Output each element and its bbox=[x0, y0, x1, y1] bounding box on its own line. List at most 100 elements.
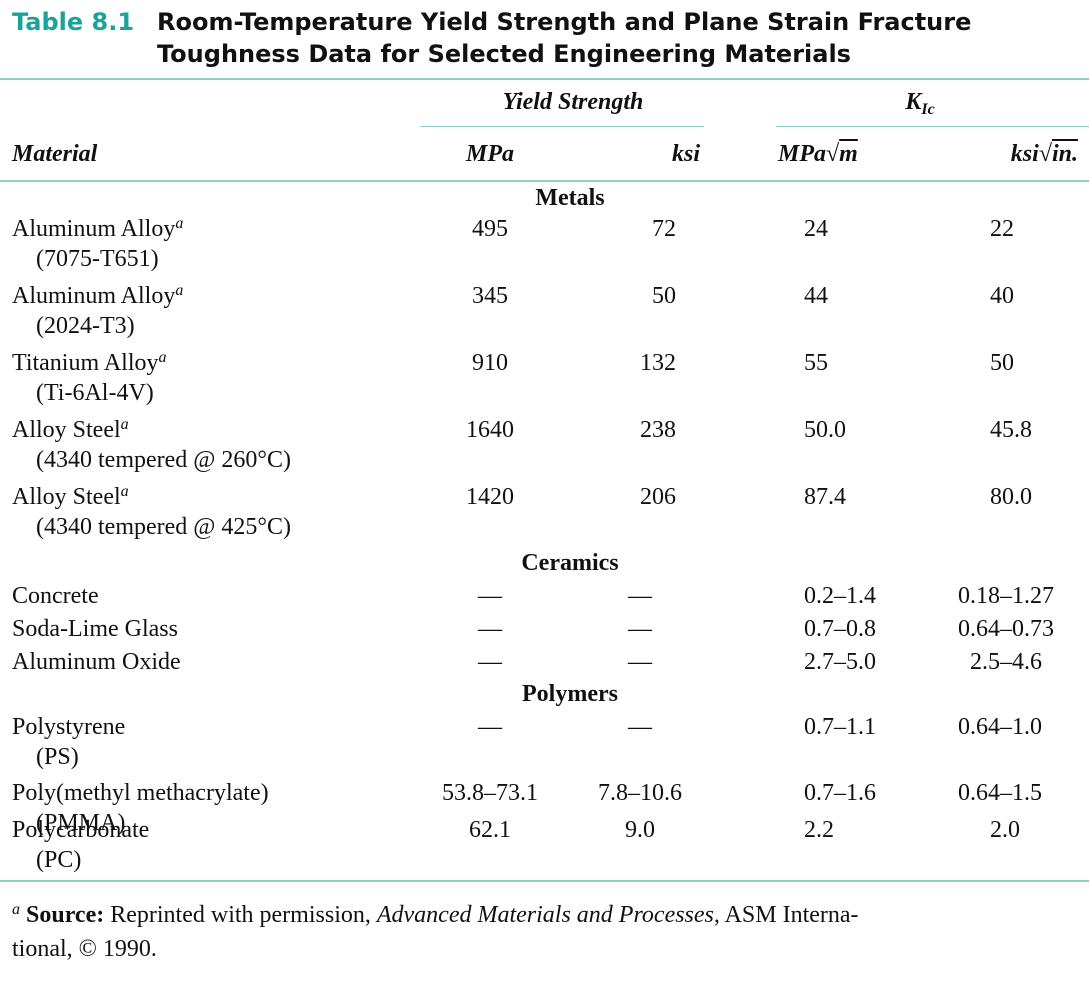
table-row-material: Alloy Steela bbox=[12, 483, 129, 511]
section-ceramics: Ceramics bbox=[521, 550, 619, 576]
footnote-text-1: Reprinted with permission, bbox=[104, 902, 377, 928]
sqrt-icon: √ bbox=[826, 141, 840, 167]
cell-mpa: — bbox=[478, 583, 502, 609]
cell-ksi: — bbox=[628, 649, 652, 675]
cell-kic-in: 80.0 bbox=[990, 484, 1032, 510]
footnote-marker: a bbox=[158, 349, 167, 366]
table-title-line-1: Room-Temperature Yield Strength and Plan… bbox=[157, 8, 972, 36]
cell-ksi: — bbox=[628, 583, 652, 609]
footnote-marker: a bbox=[12, 901, 20, 918]
material-name: Alloy Steel bbox=[12, 484, 121, 510]
cell-kic-m: 50.0 bbox=[804, 417, 846, 443]
material-designation: (4340 tempered @ 260°C) bbox=[36, 447, 291, 473]
cell-ksi: — bbox=[628, 616, 652, 642]
material-name: Alloy Steel bbox=[12, 417, 121, 443]
cell-kic-m: 44 bbox=[804, 283, 828, 309]
table-footnote: a Source: Reprinted with permission, Adv… bbox=[12, 898, 1072, 966]
cell-mpa: — bbox=[478, 714, 502, 740]
cell-mpa: — bbox=[478, 649, 502, 675]
cell-ksi: 9.0 bbox=[625, 817, 655, 843]
cell-mpa: 53.8–73.1 bbox=[442, 780, 538, 806]
cell-kic-m: 0.7–1.6 bbox=[804, 780, 876, 806]
material-name: Aluminum Alloy bbox=[12, 216, 176, 242]
header-ksi: ksi bbox=[671, 141, 700, 167]
header-ksi-sqrt-arg: in. bbox=[1051, 141, 1078, 167]
footnote-publication: Advanced Materials and Processes, bbox=[376, 902, 720, 928]
table-number: Table 8.1 bbox=[12, 8, 135, 36]
cell-mpa: — bbox=[478, 616, 502, 642]
header-yield-strength: Yield Strength bbox=[502, 89, 644, 115]
kic-group-rule bbox=[776, 126, 1089, 127]
material-name: Poly(methyl methacrylate) bbox=[12, 780, 269, 806]
material-name: Soda-Lime Glass bbox=[12, 616, 178, 642]
cell-kic-in: 0.64–1.5 bbox=[958, 780, 1042, 806]
cell-kic-m: 55 bbox=[804, 350, 828, 376]
table-title-line-2: Toughness Data for Selected Engineering … bbox=[157, 40, 851, 68]
cell-ksi: 50 bbox=[652, 283, 676, 309]
material-designation: (PC) bbox=[36, 847, 82, 873]
cell-kic-in: 50 bbox=[990, 350, 1014, 376]
cell-mpa: 62.1 bbox=[469, 817, 511, 843]
material-designation: (2024-T3) bbox=[36, 313, 135, 339]
table-row-material: Aluminum Alloya bbox=[12, 282, 183, 310]
material-name: Polystyrene bbox=[12, 714, 126, 740]
section-metals: Metals bbox=[535, 185, 605, 211]
cell-kic-m: 2.7–5.0 bbox=[804, 649, 876, 675]
header-kic: KIc bbox=[860, 88, 980, 118]
cell-kic-in: 22 bbox=[990, 216, 1014, 242]
cell-kic-in: 45.8 bbox=[990, 417, 1032, 443]
cell-kic-in: 0.64–0.73 bbox=[958, 616, 1054, 642]
footnote-line-2: tional, © 1990. bbox=[12, 936, 157, 962]
cell-kic-m: 87.4 bbox=[804, 484, 846, 510]
top-rule bbox=[0, 78, 1089, 80]
header-rule bbox=[0, 180, 1089, 182]
footnote-marker: a bbox=[175, 215, 184, 232]
header-ksi-sqrt-in: ksi√in. bbox=[950, 140, 1078, 168]
cell-kic-in: 40 bbox=[990, 283, 1014, 309]
yield-group-rule bbox=[420, 126, 704, 127]
cell-kic-in: 2.0 bbox=[990, 817, 1020, 843]
material-designation: (PMMA) bbox=[36, 810, 126, 836]
table-row-material: Titanium Alloya bbox=[12, 349, 166, 377]
cell-kic-in: 0.64–1.0 bbox=[958, 714, 1042, 740]
cell-ksi: 132 bbox=[640, 350, 676, 376]
header-material: Material bbox=[12, 141, 98, 167]
cell-kic-m: 24 bbox=[804, 216, 828, 242]
bottom-rule bbox=[0, 880, 1089, 882]
material-designation: (PS) bbox=[36, 744, 79, 770]
header-mpa-sqrt-arg: m bbox=[839, 141, 858, 167]
material-name: Aluminum Oxide bbox=[12, 649, 181, 675]
material-name: Concrete bbox=[12, 583, 99, 609]
cell-ksi: 72 bbox=[652, 216, 676, 242]
header-ksi-sqrt-base: ksi bbox=[1010, 141, 1039, 167]
material-name: Polycarbonate bbox=[12, 817, 150, 843]
cell-kic-m: 2.2 bbox=[804, 817, 834, 843]
cell-mpa: 345 bbox=[472, 283, 508, 309]
footnote-source-label: Source: bbox=[26, 902, 105, 928]
material-name: Titanium Alloy bbox=[12, 350, 159, 376]
header-kic-k: K bbox=[905, 89, 922, 115]
cell-mpa: 910 bbox=[472, 350, 508, 376]
cell-kic-m: 0.7–1.1 bbox=[804, 714, 876, 740]
header-mpa-sqrt-m: MPa√m bbox=[778, 140, 858, 168]
cell-ksi: 206 bbox=[640, 484, 676, 510]
table-row-material: Aluminum Alloya bbox=[12, 215, 183, 243]
material-designation: (7075-T651) bbox=[36, 246, 159, 272]
header-kic-sub: Ic bbox=[921, 101, 935, 118]
footnote-text-2: ASM Interna- bbox=[719, 902, 859, 928]
cell-mpa: 1640 bbox=[466, 417, 514, 443]
material-designation: (4340 tempered @ 425°C) bbox=[36, 514, 291, 540]
table-row-material: Alloy Steela bbox=[12, 416, 129, 444]
footnote-marker: a bbox=[120, 483, 129, 500]
table-title-text: Room-Temperature Yield Strength and Plan… bbox=[157, 6, 1057, 70]
cell-ksi: 7.8–10.6 bbox=[598, 780, 682, 806]
header-mpa-sqrt-base: MPa bbox=[778, 141, 826, 167]
footnote-marker: a bbox=[175, 282, 184, 299]
cell-kic-in: 0.18–1.27 bbox=[958, 583, 1054, 609]
cell-mpa: 495 bbox=[472, 216, 508, 242]
header-mpa: MPa bbox=[466, 141, 514, 167]
cell-ksi: — bbox=[628, 714, 652, 740]
cell-mpa: 1420 bbox=[466, 484, 514, 510]
material-name: Aluminum Alloy bbox=[12, 283, 176, 309]
cell-kic-m: 0.7–0.8 bbox=[804, 616, 876, 642]
